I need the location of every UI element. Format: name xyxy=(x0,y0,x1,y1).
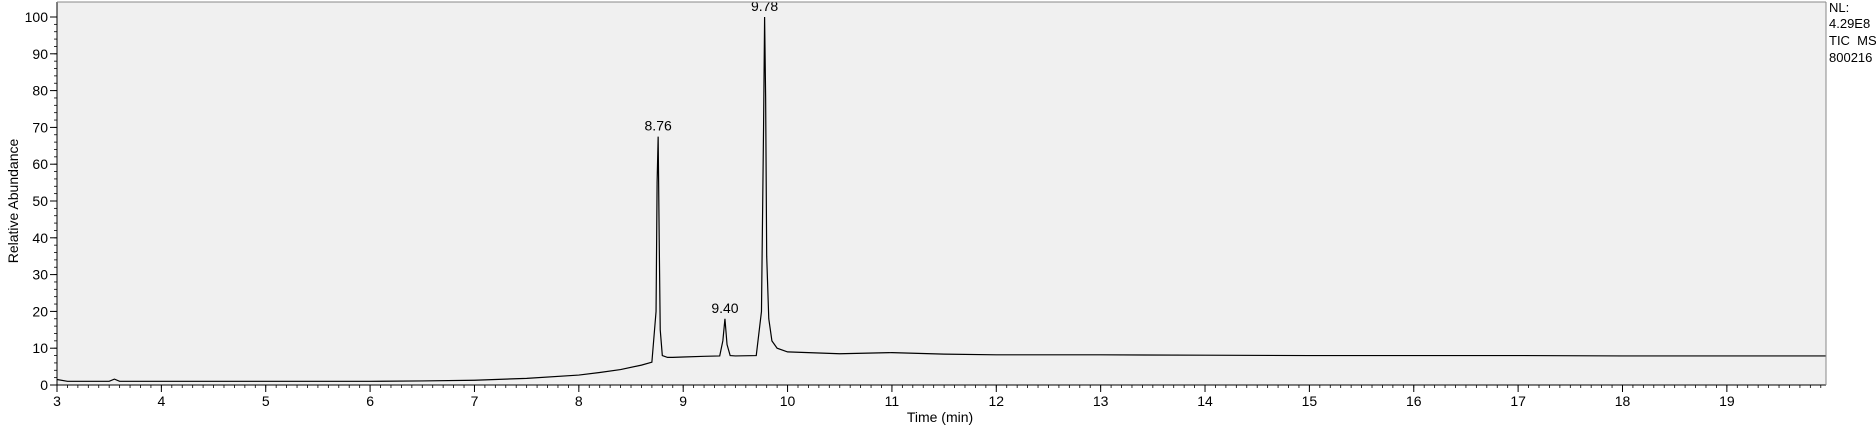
y-tick-label: 90 xyxy=(32,46,48,62)
x-tick-label: 12 xyxy=(989,393,1005,409)
y-tick-label: 0 xyxy=(40,377,48,393)
x-axis-title: Time (min) xyxy=(907,409,973,425)
x-tick-label: 18 xyxy=(1615,393,1631,409)
peak-label: 9.78 xyxy=(751,0,778,14)
peak-label: 9.40 xyxy=(711,300,738,316)
x-tick-label: 11 xyxy=(885,393,900,409)
x-axis-ticks: 3 4 5 6 7 8 9 10 11 12 13 14 15 16 17 18 19 xyxy=(53,385,1735,409)
x-tick-label: 3 xyxy=(53,393,61,409)
plot-area xyxy=(57,2,1826,385)
y-tick-label: 20 xyxy=(32,303,48,319)
x-tick-label: 14 xyxy=(1197,393,1213,409)
x-tick-label: 6 xyxy=(366,393,374,409)
y-tick-label: 80 xyxy=(32,83,48,99)
y-tick-label: 30 xyxy=(32,267,48,283)
x-tick-label: 8 xyxy=(575,393,583,409)
y-tick-label: 60 xyxy=(32,156,48,172)
info-block: NL: 4.29E8 TIC MS 800216 xyxy=(1829,0,1876,65)
x-tick-label: 16 xyxy=(1406,393,1422,409)
y-tick-label: 100 xyxy=(25,9,49,25)
y-axis-ticks: 0 10 20 30 40 50 60 70 80 90 100 xyxy=(25,9,57,393)
x-tick-label: 13 xyxy=(1093,393,1109,409)
x-tick-label: 17 xyxy=(1510,393,1526,409)
info-nl-value: 4.29E8 xyxy=(1829,16,1870,31)
x-tick-label: 5 xyxy=(262,393,270,409)
y-tick-label: 10 xyxy=(32,340,48,356)
x-tick-label: 19 xyxy=(1719,393,1735,409)
x-tick-label: 9 xyxy=(679,393,687,409)
series-line xyxy=(56,16,1826,382)
y-tick-label: 50 xyxy=(32,193,48,209)
info-sample-id: 800216 xyxy=(1829,50,1872,65)
y-axis-title: Relative Abundance xyxy=(5,139,21,264)
peak-label: 8.76 xyxy=(645,118,672,134)
info-scan-type: TIC MS xyxy=(1829,33,1876,48)
info-nl: NL: xyxy=(1829,0,1849,15)
x-tick-label: 4 xyxy=(157,393,165,409)
y-tick-label: 70 xyxy=(32,119,48,135)
y-tick-label: 40 xyxy=(32,230,48,246)
x-tick-label: 7 xyxy=(471,393,479,409)
x-tick-label: 10 xyxy=(780,393,796,409)
peak-labels: 8.76 9.40 9.78 xyxy=(645,0,779,316)
x-tick-label: 15 xyxy=(1302,393,1318,409)
